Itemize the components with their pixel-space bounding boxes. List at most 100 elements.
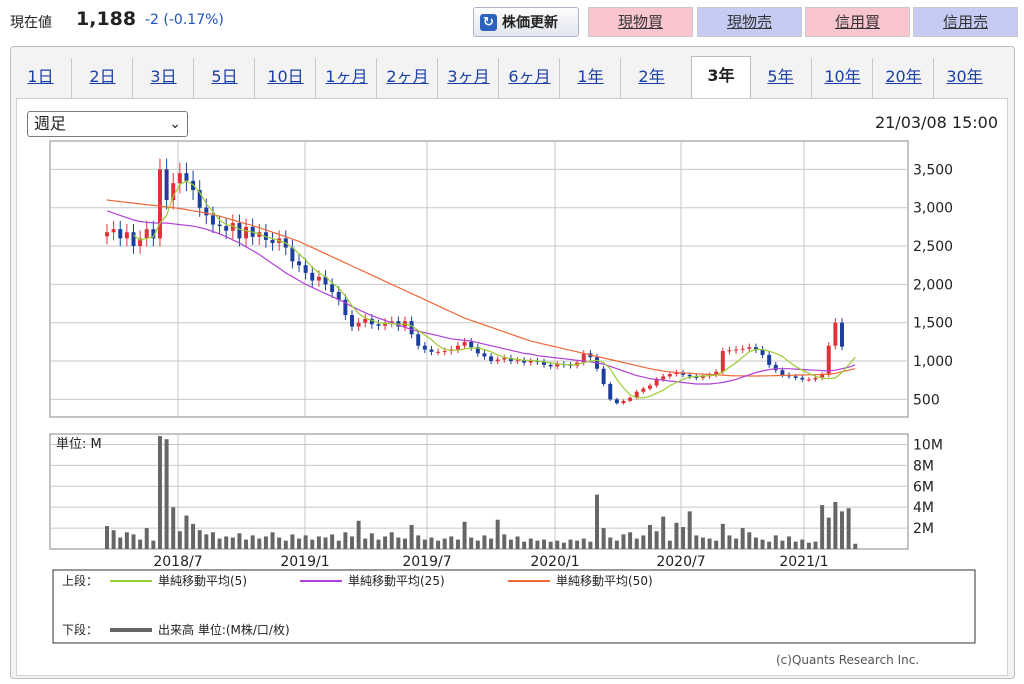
candle [747,347,752,349]
margin-sell-button[interactable]: 信用売 [913,7,1018,37]
candle [681,372,686,375]
volume-bar [522,541,527,549]
volume-bar [469,537,474,549]
volume-bar [515,536,520,549]
candle [350,315,354,327]
volume-bar [402,538,407,549]
candle [303,265,308,273]
tab-3d[interactable]: 3日 [132,58,194,98]
candle [555,364,560,367]
candle [416,334,421,346]
volume-bar [310,539,315,549]
volume-bar [661,516,666,549]
period-select[interactable]: 週足 ⌄ [27,111,188,137]
refresh-price-button[interactable]: ↻ 株価更新 [473,7,579,37]
volume-bar [641,535,646,549]
cash-sell-button[interactable]: 現物売 [697,7,802,37]
volume-bar [396,537,401,549]
candle [720,351,725,372]
volume-tick-label: 6M [913,479,934,495]
tab-10d[interactable]: 10日 [254,58,316,98]
candle [138,238,143,247]
volume-bar [263,536,268,549]
volume-bar [323,537,328,549]
candle [833,322,838,346]
candle [244,226,249,239]
volume-bar [330,534,335,549]
volume-bar [224,536,229,549]
volume-bar [561,542,566,549]
price-tick-label: 1,000 [913,354,953,370]
candle [177,173,182,184]
volume-bar [204,534,209,549]
candle [462,341,467,346]
current-price: 1,188 [76,8,137,30]
tab-3y[interactable]: 3年 [691,56,751,101]
candle [621,400,626,404]
candle [840,322,844,347]
tab-1y[interactable]: 1年 [559,58,621,98]
tab-5y[interactable]: 5年 [767,67,794,86]
volume-tick-label: 8M [913,458,934,474]
tab-10y[interactable]: 10年 [811,58,873,98]
volume-unit-label: 単位: M [56,436,102,452]
legend-lower-label: 下段： [62,622,98,637]
volume-bar [290,534,295,549]
volume-bar [707,538,712,549]
tab-30y[interactable]: 30年 [933,58,995,98]
volume-bar [555,540,560,549]
volume-bar [760,539,765,549]
volume-bar [277,537,282,549]
legend-box [52,569,976,644]
tab-2d[interactable]: 2日 [71,58,133,98]
volume-bar [687,511,692,549]
tab-1d[interactable]: 1日 [27,67,54,86]
tab-5d[interactable]: 5日 [193,58,255,98]
volume-bar [793,541,798,549]
x-axis-labels: 2018/7 2019/1 2019/7 2020/1 2020/7 2021/1 [153,554,828,570]
candle [687,374,692,377]
candle [601,368,606,385]
x-tick-label: 2020/7 [656,554,705,570]
volume-bar [535,540,540,549]
x-tick-label: 2020/1 [530,554,579,570]
candle [740,348,745,350]
candle [316,276,321,281]
volume-bar [508,539,513,549]
volume-bar [813,541,818,549]
candle [767,354,772,365]
margin-buy-button[interactable]: 信用買 [805,7,910,37]
volume-bar [614,540,619,549]
candle [224,226,229,231]
tab-20y[interactable]: 20年 [872,58,934,98]
tab-2y[interactable]: 2年 [620,58,682,98]
cash-buy-button[interactable]: 現物買 [588,7,693,37]
period-tabs: 1日 2日 3日 5日 10日 1ヶ月 2ヶ月 3ヶ月 6ヶ月 1年 2年 3年… [10,56,1002,101]
legend-ma50-label: 単純移動平均(50) [556,574,653,588]
candle [323,276,328,285]
volume-bar [654,531,659,549]
volume-bar [714,540,719,549]
ma25-line [106,210,856,385]
candle [489,356,494,362]
candle [641,388,646,392]
volume-bar [767,541,772,549]
volume-bar [343,532,348,549]
tab-6m[interactable]: 6ヶ月 [498,58,560,98]
tab-1m[interactable]: 1ヶ月 [315,58,377,98]
volume-bar [621,534,626,549]
volume-bar [753,537,758,549]
volume-bar [773,535,778,549]
volume-bar [634,538,639,549]
candle [522,360,527,363]
candle [548,364,553,367]
volume-bar [542,539,547,549]
tab-3m[interactable]: 3ヶ月 [437,58,499,98]
tab-2m[interactable]: 2ヶ月 [376,58,438,98]
volume-bar [727,535,732,549]
volume-bar [502,534,507,549]
candle [475,347,480,354]
volume-bar [436,540,441,549]
volume-bar [575,540,580,549]
